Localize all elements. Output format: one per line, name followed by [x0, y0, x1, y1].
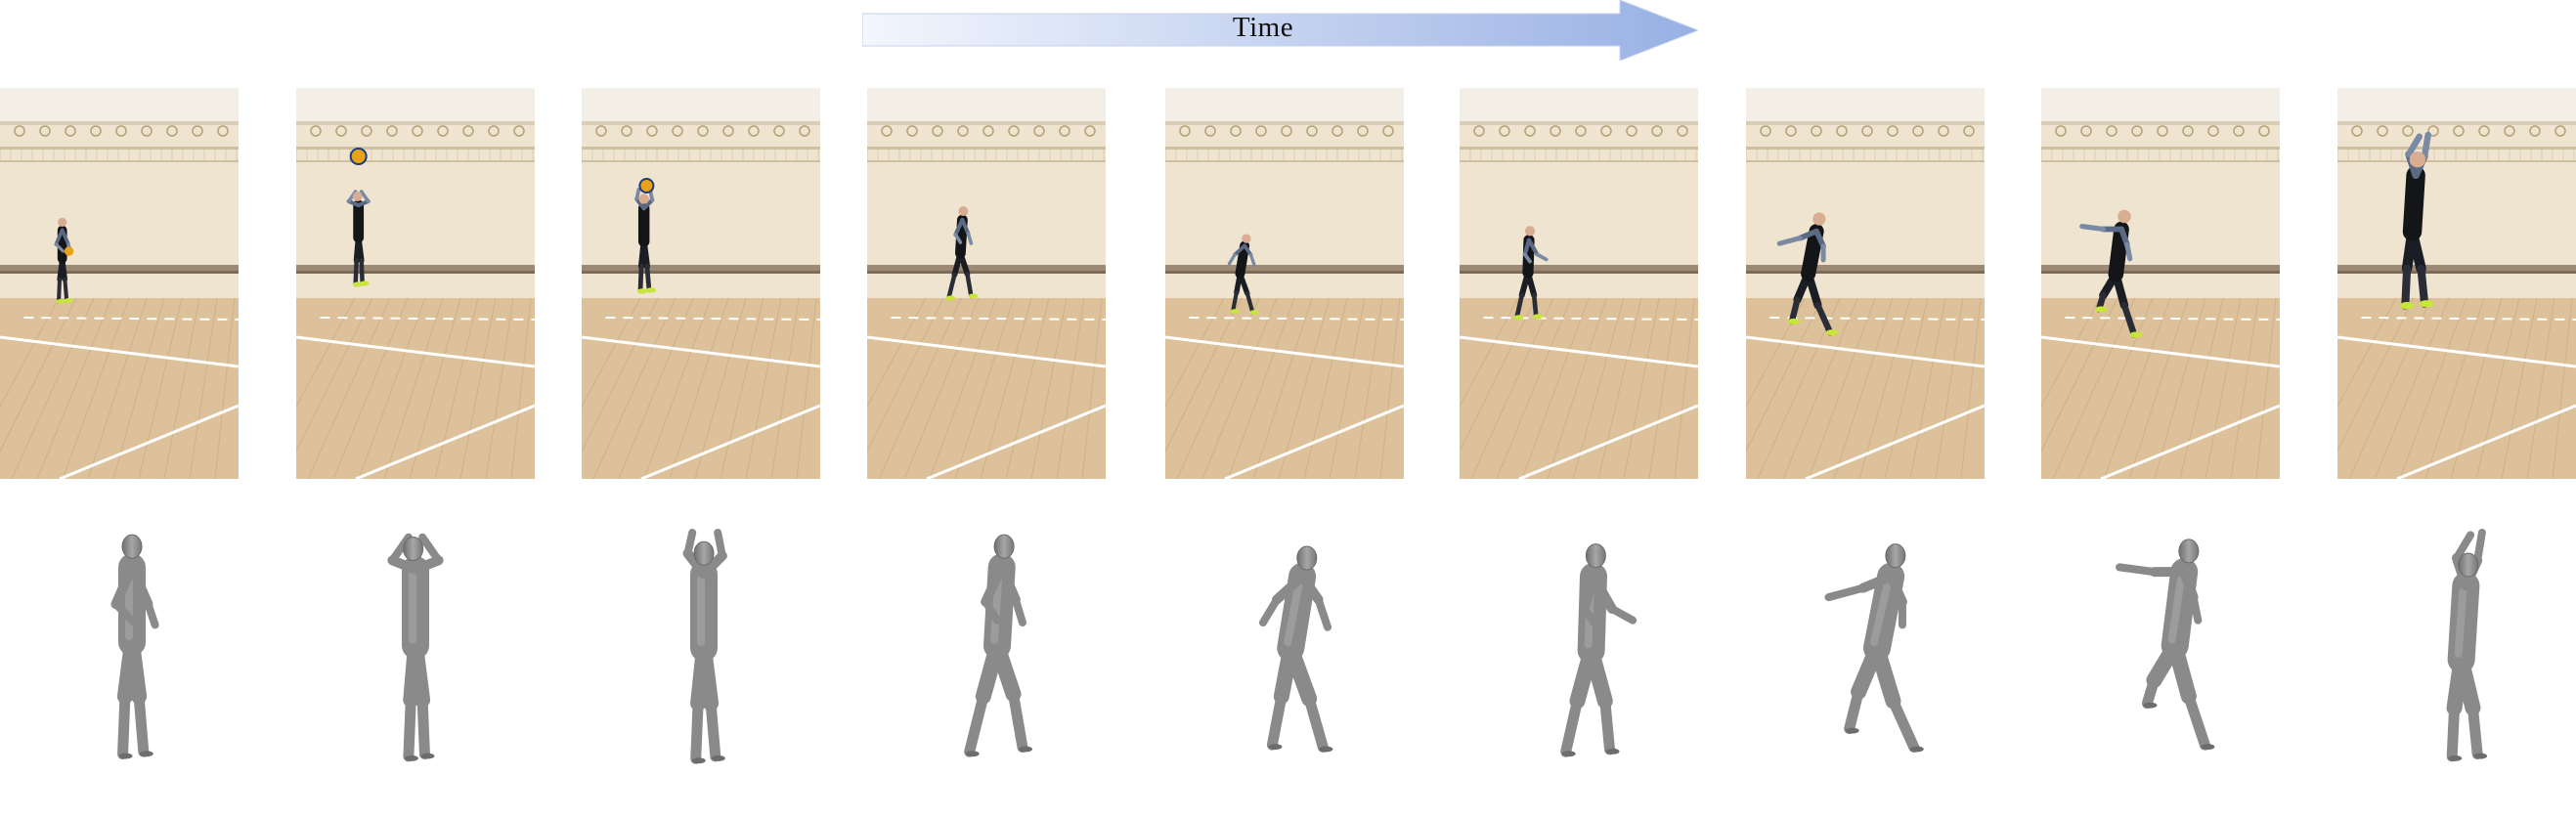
video-frame-3 [582, 88, 820, 479]
video-frame-5 [1165, 88, 1404, 479]
video-frame-4 [867, 88, 1106, 479]
video-frame-1 [0, 88, 239, 479]
time-label: Time [1232, 12, 1294, 43]
video-frame-2 [296, 88, 535, 479]
body-mesh-5 [1198, 513, 1393, 777]
body-mesh-8 [2073, 513, 2268, 777]
body-mesh-4 [899, 513, 1095, 777]
body-mesh-1 [34, 513, 230, 777]
time-arrow [862, 0, 1698, 61]
body-mesh-7 [1779, 513, 1975, 777]
video-frame-8 [2041, 88, 2280, 479]
body-mesh-9 [2366, 513, 2561, 777]
video-frame-9 [2337, 88, 2576, 479]
body-mesh-2 [318, 513, 513, 777]
video-frame-7 [1746, 88, 1985, 479]
body-mesh-3 [606, 513, 802, 777]
body-mesh-6 [1496, 513, 1691, 777]
video-frame-6 [1460, 88, 1698, 479]
